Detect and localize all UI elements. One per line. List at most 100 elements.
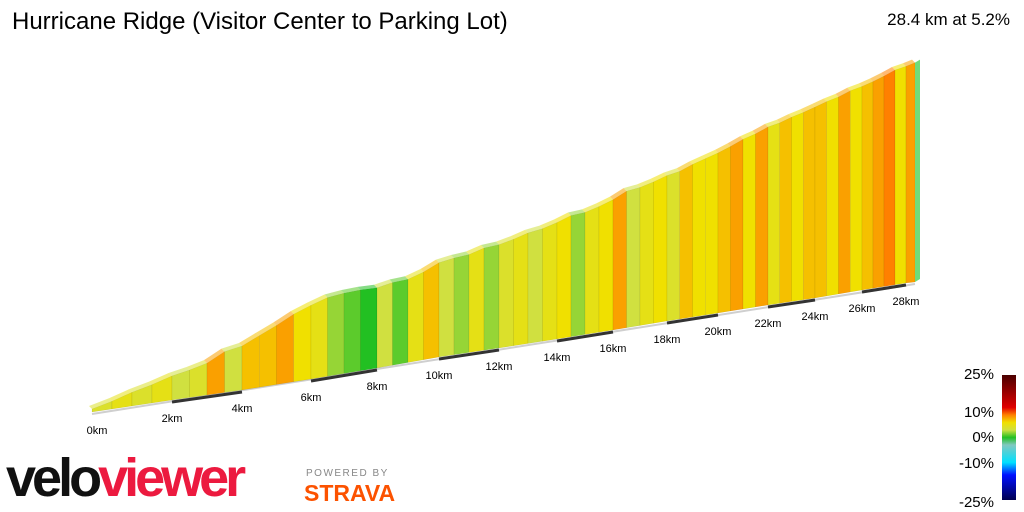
profile-top-surface bbox=[290, 302, 311, 315]
distance-band bbox=[556, 330, 614, 343]
profile-top-surface bbox=[554, 212, 571, 223]
profile-segment bbox=[705, 152, 719, 316]
profile-top-surface bbox=[776, 114, 792, 123]
profile-top-surface bbox=[525, 225, 543, 233]
scale-label-min: -25% bbox=[958, 494, 994, 511]
gradient-color-scale bbox=[1002, 375, 1016, 500]
profile-top-surface bbox=[204, 348, 225, 364]
profile-segment bbox=[498, 238, 514, 349]
profile-top-surface bbox=[129, 381, 152, 393]
profile-top-surface bbox=[149, 372, 172, 385]
page-title: Hurricane Ridge (Visitor Center to Parki… bbox=[12, 8, 508, 35]
tick-label: 10km bbox=[426, 370, 453, 382]
profile-top-surface bbox=[623, 184, 640, 192]
profile-top-surface bbox=[637, 178, 654, 188]
profile-segment bbox=[626, 187, 641, 328]
profile-segment bbox=[767, 122, 780, 306]
profile-top-surface bbox=[892, 63, 906, 70]
tick-label: 0km bbox=[87, 425, 108, 437]
profile-top-surface bbox=[496, 236, 514, 245]
logo-velo: velo bbox=[6, 448, 102, 508]
profile-segment bbox=[742, 133, 756, 310]
profile-top-surface bbox=[389, 276, 408, 283]
profile-top-surface bbox=[420, 259, 439, 272]
profile-segment bbox=[883, 69, 896, 287]
profile-top-surface bbox=[740, 130, 756, 140]
scale-label-10: 10% bbox=[963, 404, 994, 421]
profile-top-surface bbox=[689, 155, 706, 165]
profile-top-surface bbox=[405, 268, 424, 280]
profile-top-surface bbox=[664, 168, 680, 176]
profile-top-surface bbox=[870, 73, 884, 82]
profile-segment bbox=[376, 282, 393, 369]
tick-label: 28km bbox=[893, 296, 920, 308]
profile-segment bbox=[584, 206, 600, 335]
profile-segment bbox=[598, 199, 614, 333]
distance-band bbox=[438, 348, 500, 361]
profile-segment bbox=[755, 126, 769, 308]
distance-band bbox=[767, 298, 816, 309]
profile-top-surface bbox=[881, 66, 895, 77]
powered-by-label: POWERED BY bbox=[306, 468, 389, 479]
tick-label: 18km bbox=[654, 334, 681, 346]
profile-segment bbox=[666, 170, 680, 322]
profile-segment bbox=[861, 81, 874, 291]
profile-segment bbox=[556, 215, 572, 340]
profile-top-surface bbox=[788, 109, 804, 118]
profile-top-surface bbox=[702, 149, 718, 159]
tick-label: 26km bbox=[849, 303, 876, 315]
profile-segment bbox=[513, 232, 529, 346]
profile-top-surface bbox=[273, 311, 294, 326]
profile-segment bbox=[717, 146, 731, 314]
profile-segment bbox=[639, 181, 654, 326]
profile-end-cap bbox=[915, 59, 920, 283]
profile-segment bbox=[343, 289, 361, 374]
tick-label: 8km bbox=[367, 381, 388, 393]
strava-logo[interactable]: STRAVA bbox=[304, 480, 396, 506]
scale-label-max: 25% bbox=[963, 366, 994, 383]
profile-top-surface bbox=[186, 360, 207, 371]
profile-top-surface bbox=[650, 172, 667, 182]
profile-top-surface bbox=[765, 119, 780, 127]
tick-label: 2km bbox=[162, 413, 183, 425]
profile-top-surface bbox=[451, 251, 469, 259]
profile-segment bbox=[224, 345, 243, 393]
profile-segment bbox=[570, 212, 586, 337]
profile-top-surface bbox=[89, 398, 112, 409]
profile-segment bbox=[730, 138, 744, 312]
profile-segment bbox=[310, 297, 328, 380]
profile-segment bbox=[826, 96, 839, 297]
profile-segment bbox=[679, 164, 693, 320]
profile-segment bbox=[838, 90, 851, 295]
tick-label: 14km bbox=[544, 352, 571, 364]
tick-label: 22km bbox=[755, 318, 782, 330]
profile-segment bbox=[872, 75, 885, 289]
tick-label: 20km bbox=[705, 326, 732, 338]
profile-top-surface bbox=[752, 123, 768, 134]
profile-segment bbox=[905, 62, 916, 284]
profile-top-surface bbox=[812, 98, 827, 108]
profile-top-surface bbox=[568, 209, 585, 216]
profile-segment bbox=[327, 292, 345, 377]
profile-top-surface bbox=[109, 389, 132, 402]
profile-top-surface bbox=[596, 196, 613, 207]
profile-top-surface bbox=[676, 161, 693, 172]
profile-segment bbox=[791, 112, 804, 302]
profile-top-surface bbox=[239, 332, 260, 346]
tick-label: 16km bbox=[600, 343, 627, 355]
profile-segment bbox=[468, 247, 485, 353]
profile-top-surface bbox=[800, 104, 815, 113]
profile-segment bbox=[407, 271, 424, 363]
veloviewer-logo[interactable]: veloviewer bbox=[6, 448, 246, 508]
profile-top-surface bbox=[847, 83, 862, 91]
profile-top-surface bbox=[582, 203, 599, 213]
profile-segment bbox=[527, 228, 543, 344]
profile-segment bbox=[360, 287, 378, 371]
profile-segment bbox=[894, 66, 907, 285]
profile-segment bbox=[612, 190, 627, 331]
profile-top-surface bbox=[510, 229, 528, 240]
profile-segments bbox=[89, 59, 920, 413]
profile-top-surface bbox=[357, 284, 377, 290]
profile-segment bbox=[392, 279, 409, 366]
profile-segment bbox=[438, 257, 455, 358]
